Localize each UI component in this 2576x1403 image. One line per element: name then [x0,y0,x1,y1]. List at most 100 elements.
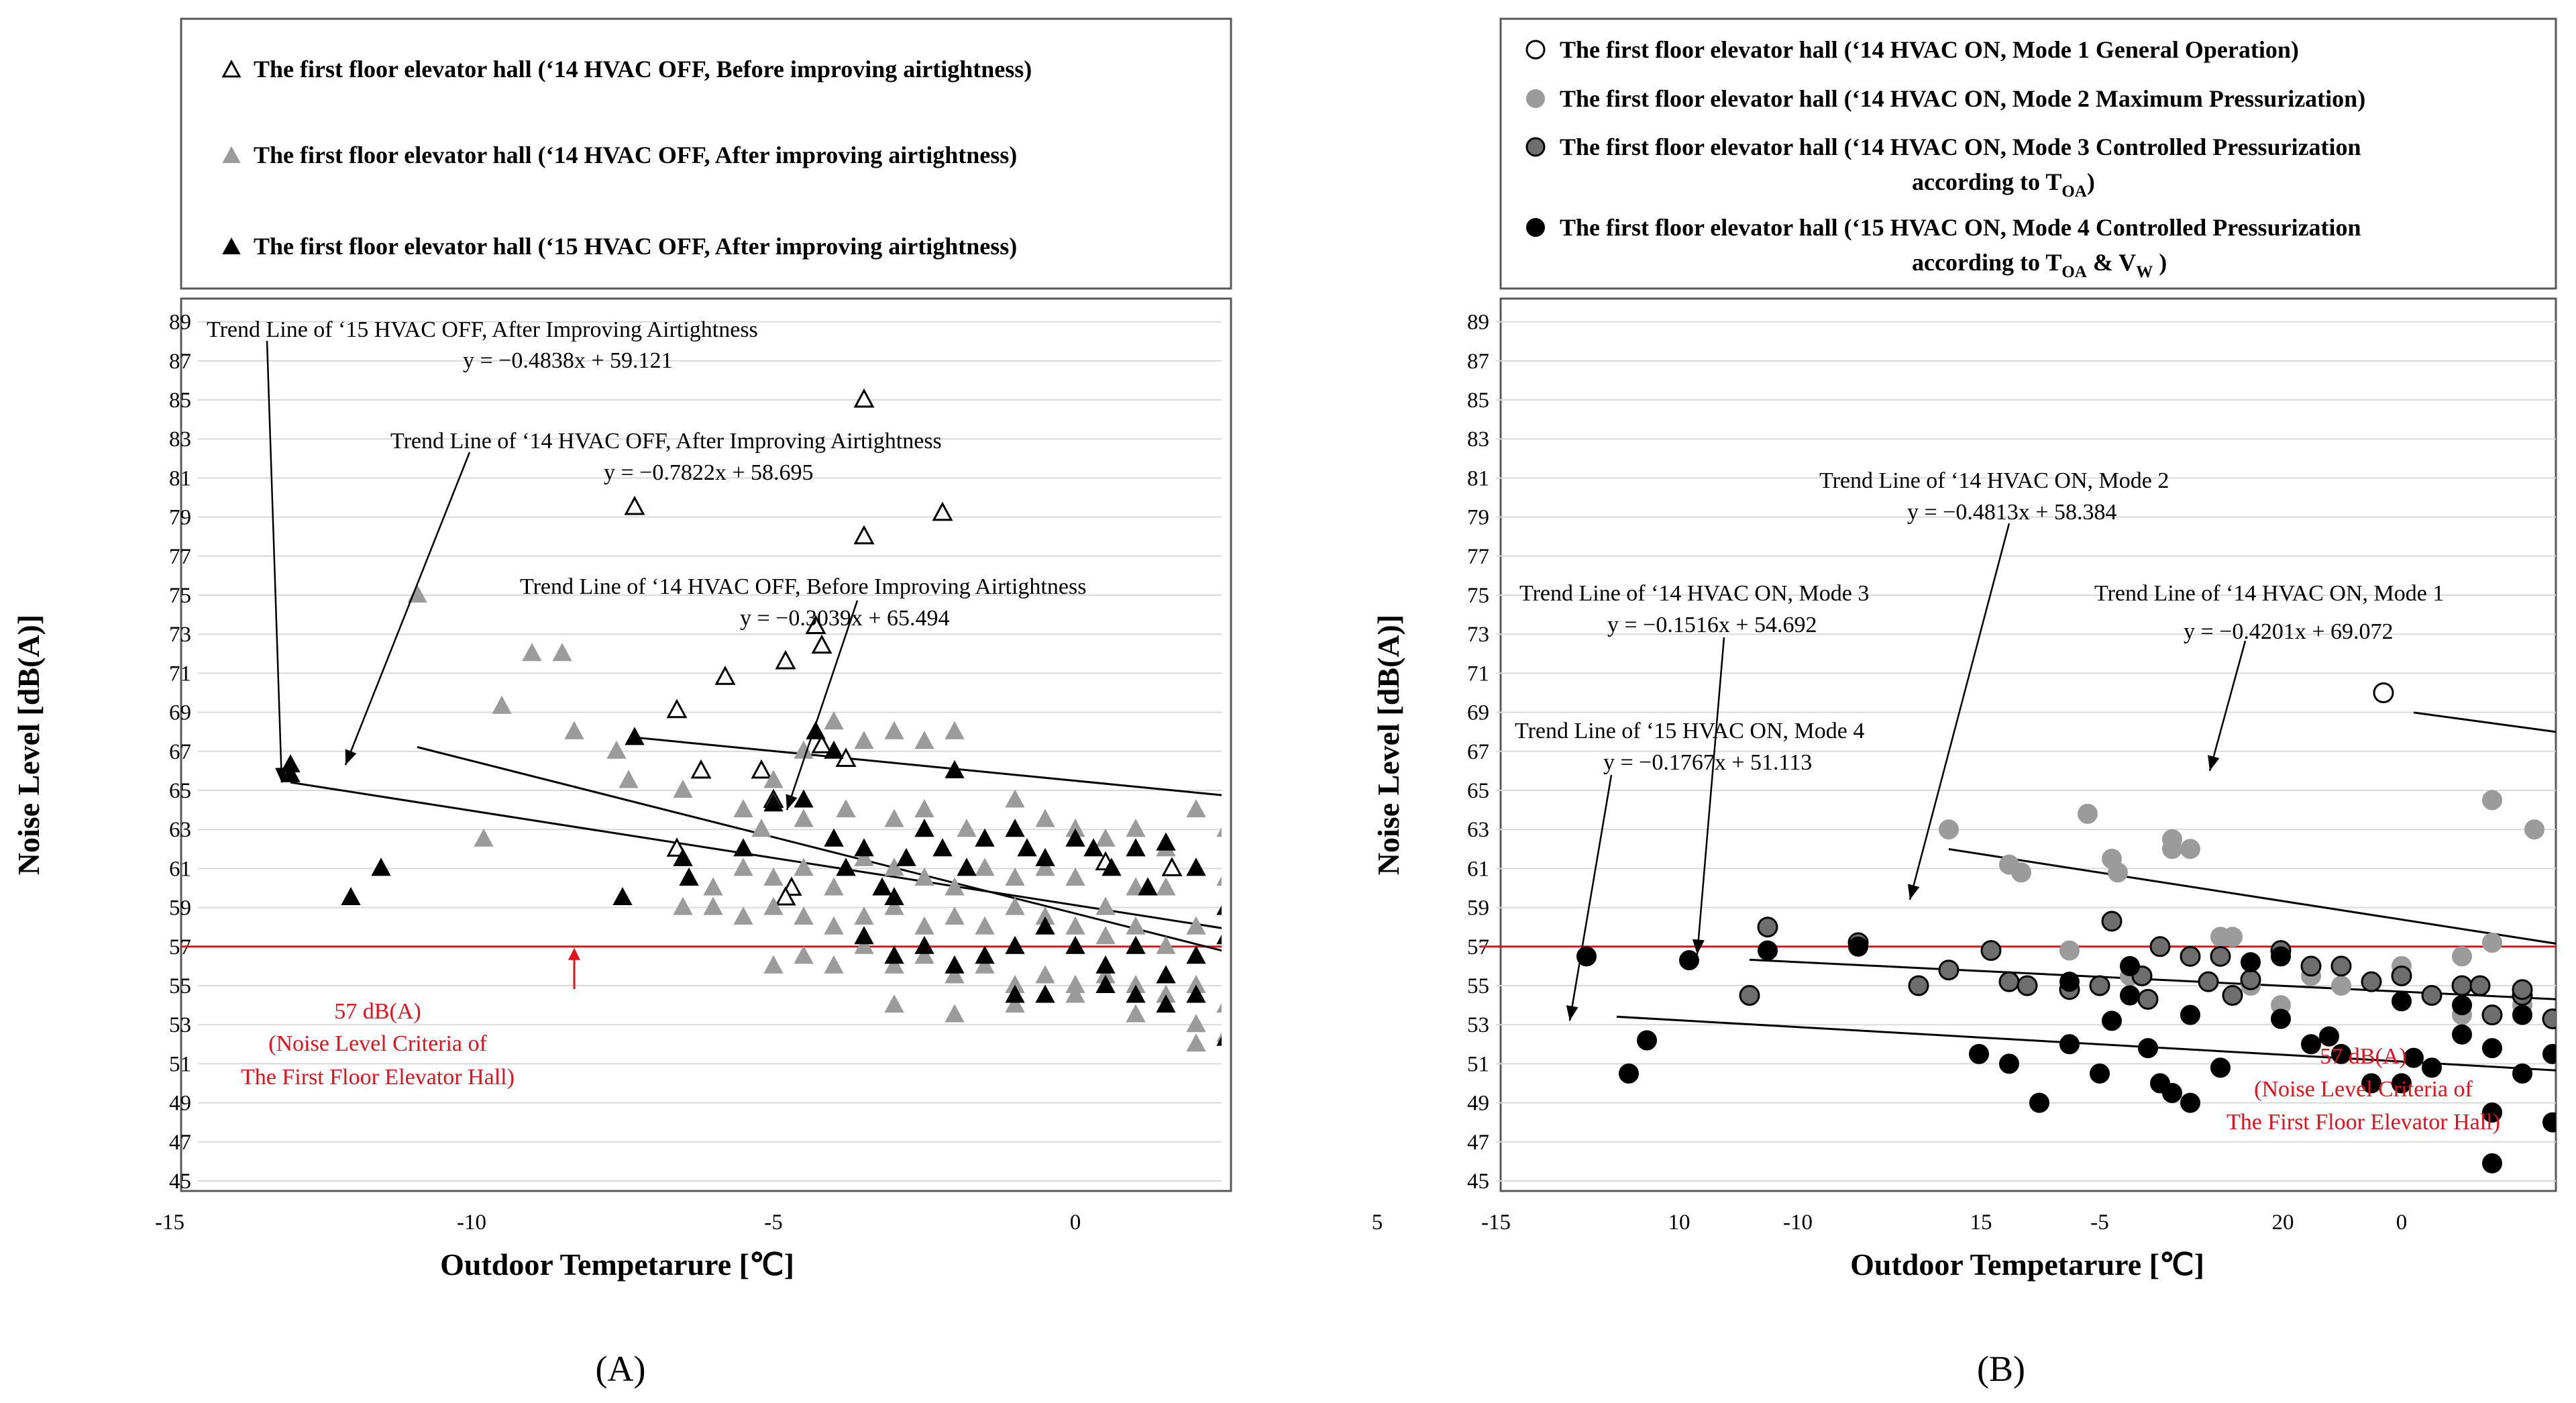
data-point [1156,935,1176,954]
data-point [2120,985,2140,1006]
data-point [2452,995,2472,1016]
data-point [2573,957,2576,976]
trend-eq-a-15off: y = −0.4838x + 59.121 [463,348,673,373]
data-point [2422,1057,2442,1078]
y-tick-label: 47 [169,1131,191,1155]
y-tick-label: 75 [1467,584,1489,608]
y-tick-label: 83 [1467,427,1489,452]
annotation-arrow [1909,523,2010,900]
data-point [733,858,753,876]
trend-eq-a-14off-after: y = −0.7822x + 58.695 [604,460,814,485]
data-point [2162,839,2182,860]
data-point [2108,862,2128,883]
y-tick-label: 61 [1467,857,1489,881]
data-point [794,809,814,827]
trend-line [290,781,1222,929]
data-point [1186,858,1206,876]
legend-marker-open-circle [1525,40,1546,60]
annotations-b: Trend Line of ‘14 HVAC ON, Mode 2 y = −0… [1515,468,2444,1021]
legend-entry-b4: The first floor elevator hall (‘15 HVAC … [1526,214,2361,281]
data-point [854,847,874,866]
data-point [2120,955,2140,976]
y-tick-label: 51 [169,1052,191,1076]
data-point [2011,862,2031,883]
data-point [2090,1063,2110,1084]
x-tick-label: -15 [155,1210,184,1235]
data-point [1908,975,1929,996]
legend-marker-black-circle [1526,218,1545,237]
criteria-label-a-line2: (Noise Level Criteria of [268,1031,487,1056]
y-tick-label: 89 [169,311,191,335]
data-point [2421,985,2443,1006]
data-point [1999,1053,2019,1074]
legend-b3-line1: The first floor elevator hall (‘14 HVAC … [1560,134,2361,160]
data-point [945,760,965,778]
panel-label-a: (A) [596,1349,646,1389]
data-point [2198,971,2219,992]
data-point [1095,955,1116,974]
data-point [1065,935,1085,954]
y-tick-label: 71 [1467,662,1489,686]
y-tick-label: 77 [1467,545,1489,569]
legend-label-b1: The first floor elevator hall (‘14 HVAC … [1560,36,2299,63]
data-point [945,1004,965,1023]
data-point [1005,994,1025,1013]
data-point [1126,838,1146,857]
data-point [2482,1153,2502,1174]
data-point [1248,830,1265,846]
data-point [1186,1014,1206,1033]
data-point [914,935,934,954]
y-axis-title-a: Noise Level [dB(A)] [11,615,46,875]
data-point [854,731,874,749]
criteria-label-b-line2: (Noise Level Criteria of [2254,1077,2473,1102]
data-point [619,770,639,788]
data-point [2512,1063,2532,1084]
data-point [1186,799,1206,818]
data-point [751,759,772,779]
data-point [945,906,965,925]
trend-eq-b-mode2: y = −0.4813x + 58.384 [1907,500,2117,525]
legend-label-a1: The first floor elevator hall (‘14 HVAC … [254,56,1032,83]
y-tick-label: 59 [1467,896,1489,921]
y-tick-label: 79 [169,506,191,530]
data-point [884,886,904,906]
y-tick-label: 55 [169,974,191,998]
criteria-label-b-line1: 57 dB(A) [2320,1044,2406,1069]
data-point [2573,966,2576,985]
trend-line [1616,1015,2556,1072]
data-point [2330,955,2352,977]
trend-lines-a [290,736,1222,952]
data-point [775,649,796,670]
data-point [1216,1036,1222,1046]
data-point [1126,916,1146,935]
annotation-arrowhead [2208,755,2220,771]
data-point [2482,1102,2502,1123]
annotation-arrow [1696,637,1725,955]
data-point [2059,940,2080,961]
y-tick-label: 85 [1467,388,1489,413]
data-point [1308,996,1326,1012]
data-point [2542,1112,2556,1133]
plot-area-b [1499,297,2557,1192]
data-point [2241,952,2261,973]
legend-b3-line2: according to T [1912,168,2061,195]
data-point [957,858,977,876]
data-point [975,916,995,935]
data-point [932,838,953,857]
y-tick-label: 83 [169,427,191,452]
data-point [673,847,693,866]
data-point [975,858,995,876]
data-point [854,935,874,954]
data-point [763,896,784,915]
data-point [975,828,995,847]
data-point [2210,945,2231,967]
y-tick-label: 63 [169,818,191,842]
data-point [811,733,833,754]
data-point [2482,790,2502,811]
annotation-arrowhead [1566,1005,1578,1021]
data-point [1248,1025,1265,1041]
data-point [690,759,712,779]
data-point [1278,1006,1295,1022]
data-point [2319,1026,2339,1047]
